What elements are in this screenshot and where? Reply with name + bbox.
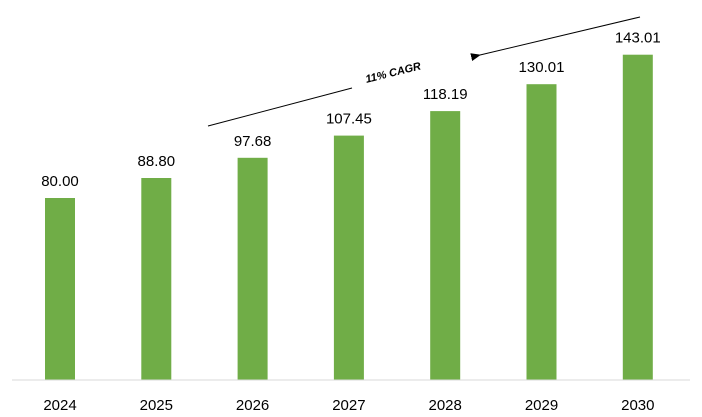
value-label-2027: 107.45 <box>326 111 372 128</box>
bar-2024 <box>45 198 75 380</box>
value-label-2030: 143.01 <box>615 30 661 47</box>
value-label-2029: 130.01 <box>519 59 565 76</box>
x-tick-2027: 2027 <box>332 397 365 414</box>
cagr-arrow-line-left <box>207 87 353 127</box>
cagr-label: 11% CAGR <box>364 60 422 85</box>
bar-2029 <box>526 84 557 380</box>
x-tick-2028: 2028 <box>429 397 462 414</box>
value-labels-layer: 80.00 88.80 97.68 107.45 118.19 130.01 143.01 <box>41 30 661 190</box>
bar-2027 <box>333 135 364 380</box>
cagr-arrow-line-right <box>470 16 641 61</box>
bar-2025 <box>141 178 172 380</box>
bar-2026 <box>237 157 268 380</box>
value-label-2024: 80.00 <box>41 173 79 190</box>
x-tick-2029: 2029 <box>525 397 558 414</box>
value-label-2025: 88.80 <box>138 153 176 170</box>
bar-2028 <box>430 111 461 380</box>
x-tick-2026: 2026 <box>236 397 269 414</box>
x-tick-2030: 2030 <box>621 397 654 414</box>
bar-2030 <box>622 54 653 380</box>
bars-layer <box>45 54 653 380</box>
x-axis-ticks-layer: 2024 2025 2026 2027 2028 2029 2030 <box>43 397 654 414</box>
x-tick-2024: 2024 <box>43 397 76 414</box>
value-label-2026: 97.68 <box>234 133 272 150</box>
value-label-2028: 118.19 <box>423 86 468 103</box>
x-tick-2025: 2025 <box>140 397 173 414</box>
cagr-annotation: 11% CAGR <box>207 16 641 127</box>
